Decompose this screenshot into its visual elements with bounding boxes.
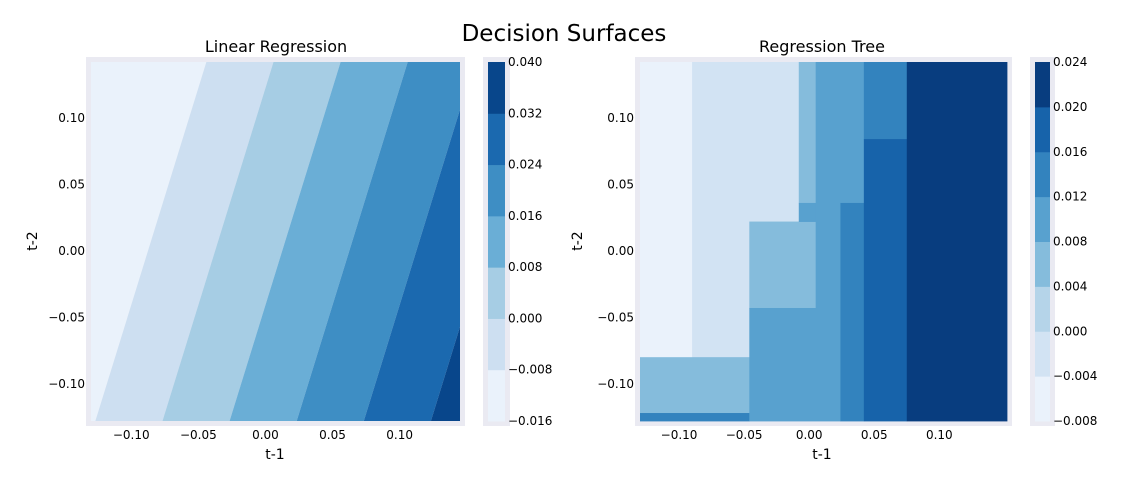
- tree-colorbar-tick-label: 0.004: [1053, 279, 1087, 293]
- tree-x-axis-label: t-1: [812, 447, 831, 463]
- linear-regression-panel: Linear Regression −0.10 −0.05 0.00 0.05 0.10…: [25, 37, 465, 463]
- linear-colorbar-tick-label: 0.008: [508, 260, 542, 274]
- tree-leaf-region: [798, 202, 817, 222]
- tree-colorbar-swatch: [1035, 196, 1050, 242]
- tree-title: Regression Tree: [759, 37, 885, 56]
- tree-leaf-region: [840, 62, 865, 204]
- linear-title: Linear Regression: [205, 37, 347, 56]
- tree-leaf-region: [863, 62, 908, 140]
- tree-colorbar-swatches: [1035, 62, 1050, 422]
- tree-colorbar-swatch: [1035, 331, 1050, 377]
- linear-colorbar-swatch: [488, 267, 505, 319]
- tree-colorbar-tick-label: 0.012: [1053, 190, 1087, 204]
- linear-contour-band: [229, 62, 408, 421]
- tree-colorbar-tick-label: −0.004: [1053, 369, 1097, 383]
- linear-x-tick-label: 0.10: [386, 428, 413, 442]
- tree-leaf-region: [692, 62, 800, 222]
- tree-y-tick-label: 0.10: [607, 111, 634, 125]
- tree-leaf-region: [640, 413, 750, 422]
- tree-colorbar-swatch: [1035, 376, 1050, 422]
- tree-x-tick-label: 0.10: [926, 428, 953, 442]
- linear-colorbar-swatch: [488, 62, 505, 114]
- linear-colorbar-tick-label: 0.040: [508, 55, 542, 69]
- linear-colorbar: 0.040 0.032 0.024 0.016 0.008 0.000 −0.008 −0.0…: [483, 55, 552, 428]
- linear-colorbar-swatches: [488, 62, 505, 422]
- linear-y-ticks: −0.10 −0.05 0.00 0.05 0.10: [48, 111, 85, 391]
- tree-colorbar-swatch: [1035, 62, 1050, 108]
- tree-x-tick-label: −0.10: [661, 428, 698, 442]
- linear-colorbar-swatch: [488, 369, 505, 422]
- linear-colorbar-swatch: [488, 113, 505, 166]
- linear-colorbar-swatch: [488, 318, 505, 371]
- tree-colorbar-tick-label: 0.020: [1053, 100, 1087, 114]
- tree-leaf-region: [815, 62, 841, 309]
- linear-contour-band: [363, 109, 460, 421]
- tree-y-tick-label: 0.05: [607, 177, 634, 191]
- tree-leaf-region: [798, 62, 817, 204]
- tree-leaf-regions: [640, 62, 1008, 422]
- tree-colorbar-swatch: [1035, 151, 1050, 198]
- linear-colorbar-tick-label: −0.008: [508, 363, 552, 377]
- linear-contour-bands: [91, 62, 460, 421]
- linear-x-ticks: −0.10 −0.05 0.00 0.05 0.10: [113, 428, 413, 442]
- linear-x-tick-label: 0.05: [319, 428, 346, 442]
- tree-leaf-region: [863, 139, 908, 422]
- linear-contour-band: [430, 326, 460, 421]
- tree-leaf-region: [749, 221, 817, 309]
- tree-y-tick-label: −0.05: [597, 310, 634, 324]
- tree-colorbar-tick-label: 0.000: [1053, 324, 1087, 338]
- tree-colorbar: 0.024 0.020 0.016 0.012 0.008 0.004 0.000 −0.00…: [1030, 55, 1097, 428]
- tree-leaf-region: [640, 357, 750, 414]
- linear-colorbar-tick-label: 0.032: [508, 106, 542, 120]
- linear-x-tick-label: 0.00: [252, 428, 279, 442]
- tree-leaf-region: [640, 62, 693, 358]
- tree-x-tick-label: 0.05: [861, 428, 888, 442]
- linear-y-tick-label: 0.05: [58, 177, 85, 191]
- tree-colorbar-tick-label: 0.016: [1053, 145, 1087, 159]
- linear-colorbar-swatch: [488, 215, 505, 268]
- linear-contour-band: [91, 62, 207, 421]
- tree-leaf-region: [692, 221, 750, 358]
- tree-colorbar-tick-label: 0.024: [1053, 55, 1087, 69]
- linear-y-tick-label: 0.10: [58, 111, 85, 125]
- linear-colorbar-tick-label: 0.024: [508, 158, 542, 172]
- tree-colorbar-ticks: 0.024 0.020 0.016 0.012 0.008 0.004 0.000 −0.00…: [1053, 55, 1097, 428]
- tree-y-ticks: −0.10 −0.05 0.00 0.05 0.10: [597, 111, 634, 391]
- linear-y-tick-label: 0.00: [58, 244, 85, 258]
- tree-colorbar-swatch: [1035, 286, 1050, 332]
- regression-tree-panel: Regression Tree −0.10 −0.05 0.00 0.05 0.10 −…: [570, 37, 1012, 463]
- linear-colorbar-tick-label: 0.000: [508, 311, 542, 325]
- tree-colorbar-tick-label: −0.008: [1053, 414, 1097, 428]
- figure-suptitle: Decision Surfaces: [462, 21, 667, 47]
- tree-colorbar-swatch: [1035, 106, 1050, 153]
- tree-x-tick-label: 0.00: [796, 428, 823, 442]
- tree-x-ticks: −0.10 −0.05 0.00 0.05 0.10: [661, 428, 953, 442]
- tree-y-tick-label: 0.00: [607, 244, 634, 258]
- tree-x-tick-label: −0.05: [726, 428, 763, 442]
- linear-y-tick-label: −0.05: [48, 310, 85, 324]
- tree-y-axis-label: t-2: [570, 231, 586, 250]
- linear-colorbar-tick-label: −0.016: [508, 414, 552, 428]
- linear-x-tick-label: −0.10: [113, 428, 150, 442]
- tree-leaf-region: [749, 307, 841, 422]
- linear-contour-band: [95, 62, 274, 421]
- tree-colorbar-tick-label: 0.008: [1053, 235, 1087, 249]
- tree-leaf-region: [906, 62, 1008, 422]
- tree-colorbar-swatch: [1035, 241, 1050, 287]
- linear-y-axis-label: t-2: [25, 231, 41, 250]
- linear-colorbar-ticks: 0.040 0.032 0.024 0.016 0.008 0.000 −0.008 −0.0…: [508, 55, 552, 428]
- linear-contour-band: [296, 62, 460, 421]
- linear-colorbar-swatch: [488, 164, 505, 217]
- linear-y-tick-label: −0.10: [48, 377, 85, 391]
- linear-x-tick-label: −0.05: [180, 428, 217, 442]
- linear-colorbar-tick-label: 0.016: [508, 209, 542, 223]
- linear-x-axis-label: t-1: [265, 447, 284, 463]
- linear-contour-band: [162, 62, 341, 421]
- tree-leaf-region: [840, 202, 865, 422]
- tree-y-tick-label: −0.10: [597, 377, 634, 391]
